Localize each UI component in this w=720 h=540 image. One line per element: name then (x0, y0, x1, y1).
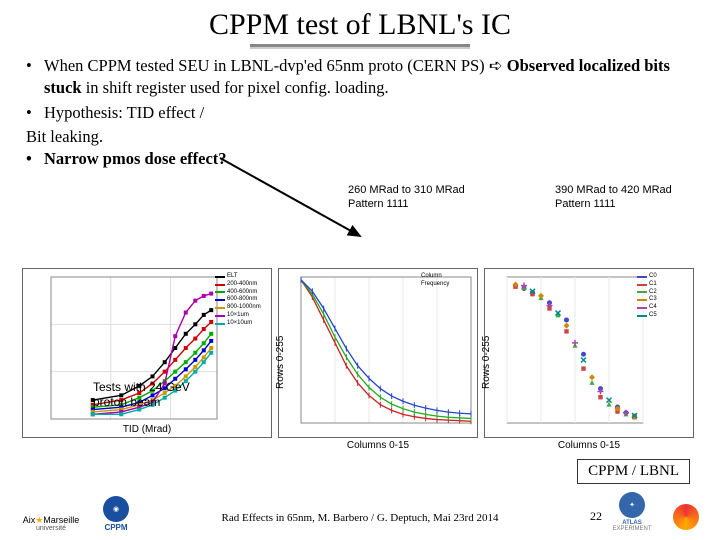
annot-right-l1: 390 MRad to 420 MRad (555, 184, 672, 198)
bullet-2: Hypothesis: TID effect / (26, 102, 692, 124)
chart-1: ELT200-400nm400-600nm600-800nm800-1000nm… (22, 268, 272, 438)
chart-1-xlabel: TID (Mrad) (123, 424, 171, 435)
chart-3-legend: C0C1C2C3C4C5 (637, 273, 689, 320)
logo-pixel-cluster (662, 504, 710, 532)
chart-2: Rows 0-255 Columns 0-15 ColumnFrequency (278, 268, 478, 438)
attribution-box: CPPM / LBNL (577, 459, 690, 484)
chart-2-xlabel: Columns 0-15 (347, 440, 409, 451)
logo-atlas: ✦ ATLASEXPERIMENT (608, 492, 656, 532)
logo-aix-marseille: Aix★Marseille université (16, 516, 86, 532)
annot-left-l2: Pattern 1111 (348, 198, 465, 212)
page-title: CPPM test of LBNL's IC (0, 0, 720, 44)
footer-text: Rad Effects in 65nm, M. Barbero / G. Dep… (222, 512, 499, 524)
pointer-arrow (210, 148, 370, 248)
charts-row: ELT200-400nm400-600nm600-800nm800-1000nm… (22, 268, 702, 448)
bullet-2-cont: Bit leaking. (26, 126, 692, 148)
chart-2-legend: ColumnFrequency (421, 273, 473, 289)
bullet-1-pre: When CPPM tested SEU in LBNL-dvp'ed 65nm… (44, 56, 489, 75)
arrow-glyph: ➪ (489, 57, 503, 75)
page-number: 22 (590, 509, 602, 524)
annot-right: 390 MRad to 420 MRad Pattern 1111 (555, 184, 672, 212)
chart-3-xlabel: Columns 0-15 (558, 440, 620, 451)
annot-left: 260 MRad to 310 MRad Pattern 1111 (348, 184, 465, 212)
chart-3: Rows 0-255 Columns 0-15 C0C1C2C3C4C5 (484, 268, 694, 438)
chart-2-ylabel: Rows 0-255 (275, 336, 286, 389)
title-underline (250, 44, 470, 49)
chart-2-svg (279, 269, 479, 439)
chart-1-cap-l2: proton beam (93, 395, 190, 409)
logo-cppm: ◉ CPPM (96, 496, 136, 532)
chart-1-cap-l1: Tests with 24 GeV (93, 380, 190, 394)
footer: Rad Effects in 65nm, M. Barbero / G. Dep… (0, 496, 720, 536)
annot-right-l2: Pattern 1111 (555, 198, 672, 212)
chart-1-caption: Tests with 24 GeV proton beam (93, 380, 190, 409)
bullet-1: When CPPM tested SEU in LBNL-dvp'ed 65nm… (26, 55, 692, 100)
chart-3-ylabel: Rows 0-255 (481, 336, 492, 389)
annot-left-l1: 260 MRad to 310 MRad (348, 184, 465, 198)
chart-1-legend: ELT200-400nm400-600nm600-800nm800-1000nm… (215, 273, 267, 328)
bullet-1-post: in shift register used for pixel config.… (82, 78, 389, 97)
